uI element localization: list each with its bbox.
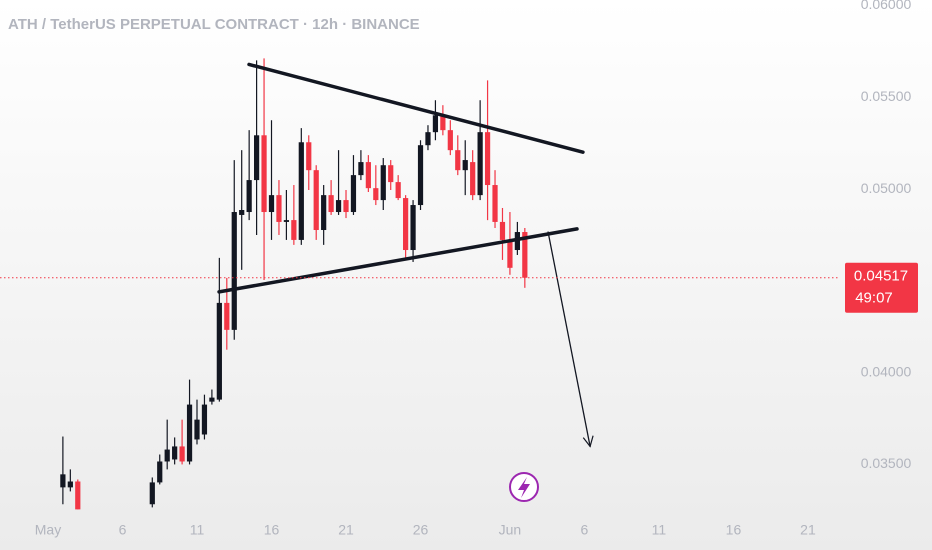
candle-body [365,162,371,189]
candle-body [492,185,498,222]
y-tick-label: 0.06000 [861,0,912,12]
last-price-label: 0.04517 [854,268,908,285]
candle-body [455,150,461,171]
y-tick-label: 0.04000 [861,363,912,379]
x-tick-label: 11 [190,522,205,538]
x-tick-label: May [35,522,61,538]
candle-body [425,132,431,146]
candle-body [313,170,319,231]
x-tick-label: 21 [338,522,354,538]
candle-body [194,419,200,440]
candle-body [172,446,178,460]
candle-body [343,200,349,213]
candle-body [261,135,267,213]
candle-body [403,198,409,251]
candle-body [283,220,290,222]
x-tick-label: 6 [119,522,127,538]
candle-body [253,135,260,181]
candle-body [380,165,386,201]
candle-body [268,195,275,213]
y-tick-label: 0.03500 [861,455,912,471]
x-tick-label: 21 [800,522,816,538]
candle-body [477,132,483,196]
overlay: 0.04517 49:07 [0,62,918,446]
x-tick-label: 16 [726,522,742,538]
y-tick-label: 0.05500 [861,88,912,104]
chart-title: ATH / TetherUS PERPETUAL CONTRACT · 12h … [8,16,420,33]
x-tick-label: 16 [264,522,280,538]
candle-body [499,221,506,240]
candle-body [410,205,416,251]
candle-body [231,212,237,330]
candle-body [179,446,185,462]
candle-body [484,132,491,186]
candle-body [447,130,453,151]
candle-body [216,302,222,400]
candle-body [209,397,215,402]
candle-body [149,482,155,505]
candle-body [373,188,379,201]
drawn-arrow [547,231,590,446]
candle-body [164,449,170,462]
event-icon [509,472,539,502]
candle-body [462,160,468,171]
candle-body [507,239,513,268]
candle-body [157,461,163,483]
candle-body [276,195,282,222]
candle-body [350,175,357,213]
candle-body [395,182,401,199]
candle-body [321,195,327,231]
last-price-box [845,262,918,313]
candle-body [470,162,476,196]
candle-body [201,404,208,435]
candle-body [432,115,439,133]
candle-body [388,165,394,183]
candle-body [335,200,342,213]
candle-body [75,481,81,510]
candle-body [417,145,424,206]
candle-body [298,142,304,240]
candle-body [522,232,528,278]
x-tick-label: 11 [652,522,667,538]
x-tick-label: 6 [581,522,589,538]
candle-body [440,115,446,131]
candle-body [328,195,334,213]
candle-body [246,180,252,213]
x-tick-label: Jun [499,522,522,538]
candle-body [67,481,73,488]
x-tick-label: 26 [413,522,429,538]
trend-line [247,62,585,154]
y-tick-label: 0.05000 [861,180,912,196]
candle-body [306,142,312,171]
trend-line [217,227,579,294]
candle-body [60,474,66,488]
candle-body [239,210,245,215]
candle-body [224,302,230,330]
candle-body [291,220,297,240]
plot-area [60,58,528,510]
countdown-label: 49:07 [855,290,893,307]
candle-body [186,404,193,462]
candle-body [358,162,364,176]
